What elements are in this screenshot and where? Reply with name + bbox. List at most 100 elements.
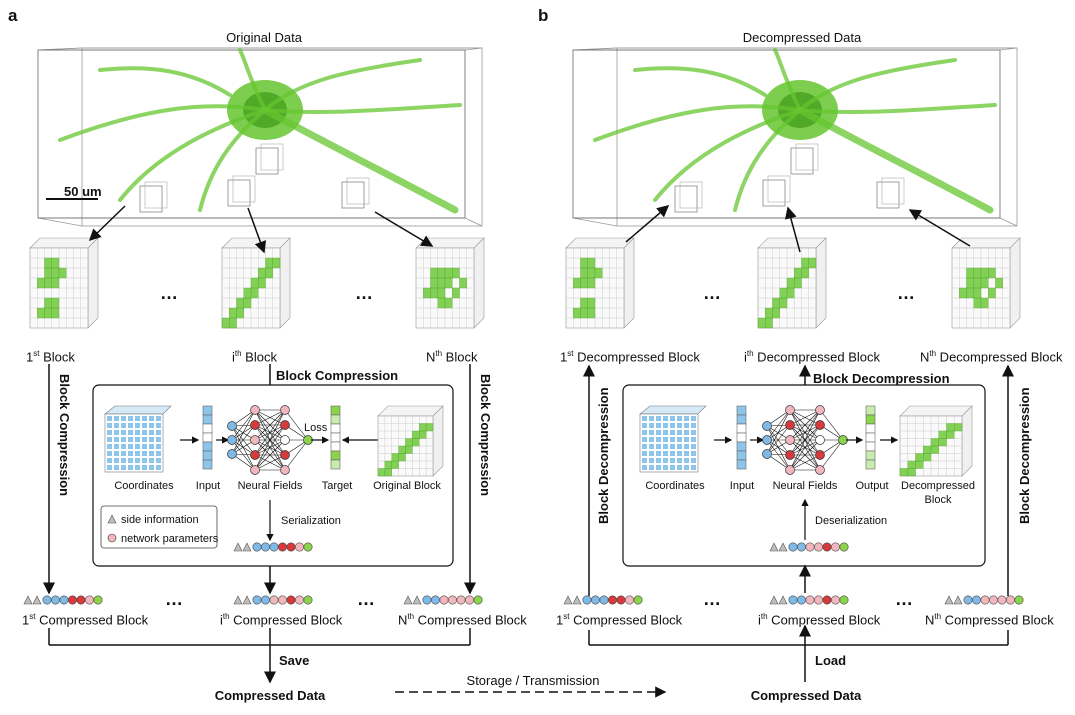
parameter-dot: [963, 595, 973, 605]
coordinate-cell: [663, 437, 668, 442]
coordinate-cell: [656, 423, 661, 428]
coordinate-cell: [107, 416, 112, 421]
network-node: [280, 465, 290, 475]
block-decompression-left: Block Decompression: [596, 387, 611, 524]
voxel: [973, 297, 982, 309]
voxel: [923, 453, 932, 462]
coordinate-cell: [135, 458, 140, 463]
parameter-dot: [85, 595, 95, 605]
voxel: [221, 317, 230, 329]
decompressed-block-cube: [899, 405, 973, 477]
parameter-dot: [813, 542, 823, 552]
coordinate-cell: [156, 465, 161, 470]
parameter-dot: [68, 595, 78, 605]
side-info-triangle: [769, 595, 779, 605]
coordinate-cell: [149, 444, 154, 449]
parameter-dot: [839, 595, 849, 605]
ellipsis-b4: …: [895, 589, 913, 609]
coordinate-cell: [121, 451, 126, 456]
parameter-dot: [59, 595, 69, 605]
voxel: [915, 453, 924, 462]
network-node: [227, 449, 237, 459]
coordinate-cell: [121, 423, 126, 428]
coordinate-cell: [670, 423, 675, 428]
voxel: [930, 445, 939, 454]
coordinate-cell: [149, 416, 154, 421]
voxel: [801, 267, 809, 279]
block-decompression-right: Block Decompression: [1017, 387, 1032, 524]
coordinate-cell: [656, 437, 661, 442]
side-info-triangle: [563, 595, 573, 605]
parameter-dot: [1014, 595, 1024, 605]
side-info-triangle: [953, 595, 963, 605]
parameter-dot: [796, 595, 806, 605]
arrow-from-block-1: [625, 205, 670, 243]
compressed-n-label-b: Nth Compressed Block: [925, 612, 1054, 628]
voxel: [51, 307, 60, 319]
coordinate-cell: [128, 423, 133, 428]
block-1-label: 1st Block: [26, 349, 75, 365]
compressed-block-i-params-b: [769, 595, 849, 605]
voxel: [452, 287, 460, 299]
vector-cell: [736, 414, 747, 425]
compressed-block-1-params-b: [563, 595, 643, 605]
parameter-dot: [997, 595, 1007, 605]
voxel: [959, 287, 967, 299]
parameter-dot: [260, 542, 270, 552]
output-vector: [865, 405, 876, 470]
voxel: [51, 297, 60, 309]
coordinate-cell: [142, 444, 147, 449]
voxel: [430, 267, 438, 279]
voxel: [573, 307, 581, 319]
decompressed-block-n-label: Nth Decompressed Block: [920, 349, 1063, 365]
network-node: [785, 405, 795, 415]
coordinate-cell: [656, 444, 661, 449]
coordinate-cell: [684, 437, 689, 442]
original-volume: [37, 47, 483, 227]
panel-b-letter: b: [538, 6, 549, 25]
parameter-dot: [582, 595, 592, 605]
coordinate-cell: [670, 451, 675, 456]
compressed-data-b: Compressed Data: [750, 688, 862, 703]
neuron-dendrite: [263, 103, 462, 115]
coordinate-cell: [121, 444, 126, 449]
coordinate-cell: [670, 437, 675, 442]
voxel: [938, 430, 947, 439]
parameter-dot: [599, 595, 609, 605]
coordinate-cell: [649, 458, 654, 463]
volume-front-face: [37, 49, 466, 219]
voxel: [405, 438, 413, 447]
coordinate-cell: [142, 465, 147, 470]
voxel: [384, 460, 392, 469]
coordinate-cell: [114, 451, 119, 456]
compressed-n-label-a: Nth Compressed Block: [398, 612, 527, 628]
voxel: [444, 297, 453, 309]
vector-cell: [865, 441, 876, 452]
sub-block-outline: [255, 147, 279, 175]
voxel: [988, 287, 996, 299]
decompressed-block-label-1: Decompressed: [901, 480, 975, 492]
block-i-cube: [221, 237, 291, 329]
sub-block-outline: [227, 179, 251, 207]
neuron-dendrite: [773, 48, 802, 112]
coordinate-cell: [107, 430, 112, 435]
coordinate-cell: [649, 423, 654, 428]
parameter-dot: [269, 595, 279, 605]
voxel: [573, 277, 581, 289]
voxel: [265, 257, 273, 269]
output-label: Output: [855, 480, 889, 492]
network-node: [250, 435, 260, 445]
input-vector-a: [202, 405, 213, 470]
parameter-dot: [439, 595, 449, 605]
coordinate-cell: [670, 430, 675, 435]
coordinate-cell: [642, 430, 647, 435]
coordinate-cell: [677, 458, 682, 463]
voxel: [437, 267, 446, 279]
vector-cell: [736, 450, 747, 461]
sub-block-outline: [139, 185, 163, 213]
coordinate-cell: [684, 458, 689, 463]
coordinate-cell: [121, 416, 126, 421]
coordinate-cell: [663, 451, 668, 456]
decompressed-block-n-cube: [951, 237, 1021, 329]
coordinate-cell: [656, 451, 661, 456]
